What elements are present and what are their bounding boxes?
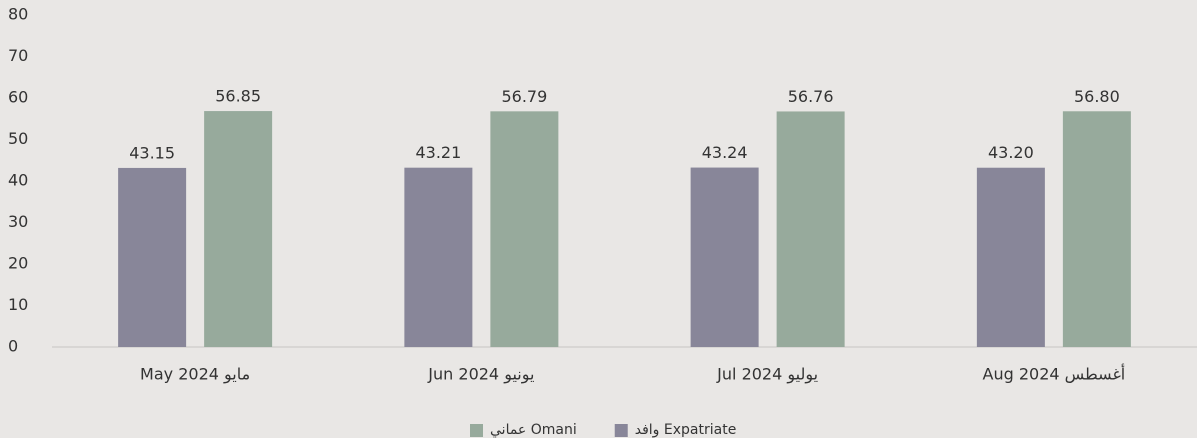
y-tick-label: 70	[8, 46, 28, 65]
bar	[204, 111, 273, 347]
data-label: 56.80	[1074, 87, 1120, 106]
x-tick-label: May 2024 مايو	[140, 365, 250, 385]
x-tick-label: Aug 2024 أغسطس	[983, 364, 1126, 385]
data-label: 43.21	[415, 143, 461, 162]
bar	[404, 167, 473, 347]
y-tick-label: 10	[8, 295, 28, 314]
y-tick-label: 30	[8, 212, 28, 231]
data-label: 43.15	[129, 143, 175, 162]
data-label: 56.85	[215, 87, 261, 106]
y-tick-label: 50	[8, 129, 28, 148]
bar	[1062, 111, 1131, 347]
y-tick-label: 60	[8, 88, 28, 107]
data-label: 43.20	[988, 143, 1034, 162]
data-label: 56.76	[788, 87, 834, 106]
legend-label: وافد Expatriate	[635, 422, 737, 438]
x-tick-label: Jul 2024 يوليو	[716, 365, 818, 385]
bar	[690, 167, 759, 347]
data-label: 43.24	[702, 143, 748, 162]
bar	[976, 167, 1045, 347]
legend-swatch	[470, 424, 483, 437]
bar	[776, 111, 845, 347]
bar	[118, 167, 187, 347]
legend-swatch	[614, 424, 628, 437]
data-label: 56.79	[501, 87, 547, 106]
y-tick-label: 0	[8, 337, 18, 356]
bar	[490, 111, 559, 347]
y-tick-label: 40	[8, 171, 28, 190]
y-tick-label: 20	[8, 254, 28, 273]
y-tick-label: 80	[8, 5, 28, 24]
x-tick-label: Jun 2024 يونيو	[427, 365, 534, 385]
legend-label: عماني Omani	[490, 422, 577, 438]
